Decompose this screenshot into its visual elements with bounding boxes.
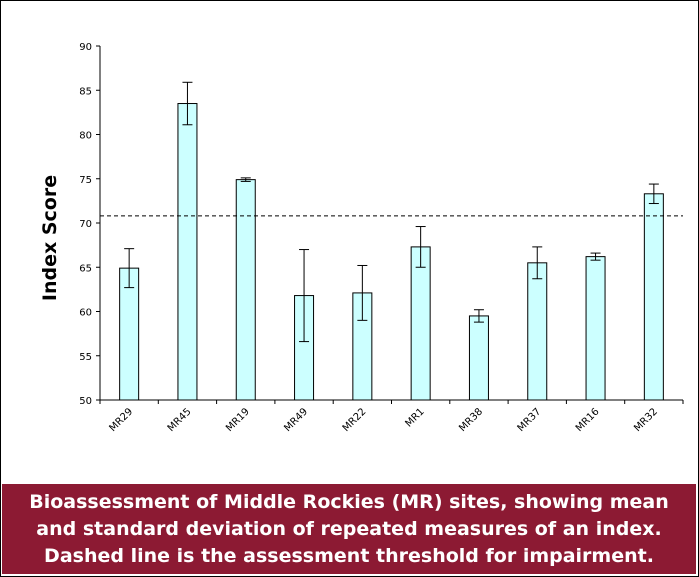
y-tick-label: 90 — [79, 42, 92, 53]
y-tick-label: 50 — [79, 396, 92, 407]
x-tick-label: MR29 — [107, 406, 135, 434]
bar — [643, 193, 664, 401]
bar — [527, 262, 548, 401]
x-tick-label: MR32 — [632, 406, 660, 434]
caption-line-1: Bioassessment of Middle Rockies (MR) sit… — [29, 490, 669, 513]
bar — [468, 315, 489, 401]
x-tick-label: MR49 — [282, 406, 310, 434]
y-tick-label: 75 — [79, 175, 92, 186]
x-tick-label: MR45 — [166, 406, 194, 434]
y-axis-title: Index Score — [39, 175, 61, 301]
y-tick-label: 70 — [79, 219, 92, 230]
y-tick-label: 65 — [79, 263, 92, 274]
y-tick-label: 85 — [79, 86, 92, 97]
y-tick-label: 80 — [79, 131, 92, 142]
x-tick-label: MR22 — [341, 406, 369, 434]
x-tick-label: MR19 — [224, 406, 252, 434]
bar — [177, 103, 198, 401]
figure-caption: Bioassessment of Middle Rockies (MR) sit… — [2, 484, 696, 574]
bar — [235, 179, 256, 401]
bar — [585, 256, 606, 401]
x-tick-label: MR38 — [457, 406, 485, 434]
caption-line-2: and standard deviation of repeated measu… — [36, 517, 662, 540]
bars: MR29 MR45 MR19 MR49 MR22 MR1 MR38 MR37 MR16 MR32 — [107, 81, 664, 434]
y-tick-label: 60 — [79, 308, 92, 319]
y-tick-label: 55 — [79, 352, 92, 363]
caption-line-3: Dashed line is the assessment threshold … — [44, 544, 654, 567]
x-tick-label: MR16 — [574, 406, 602, 434]
x-tick-label: MR37 — [516, 406, 544, 434]
bar — [410, 246, 431, 401]
x-tick-label: MR1 — [403, 406, 426, 429]
